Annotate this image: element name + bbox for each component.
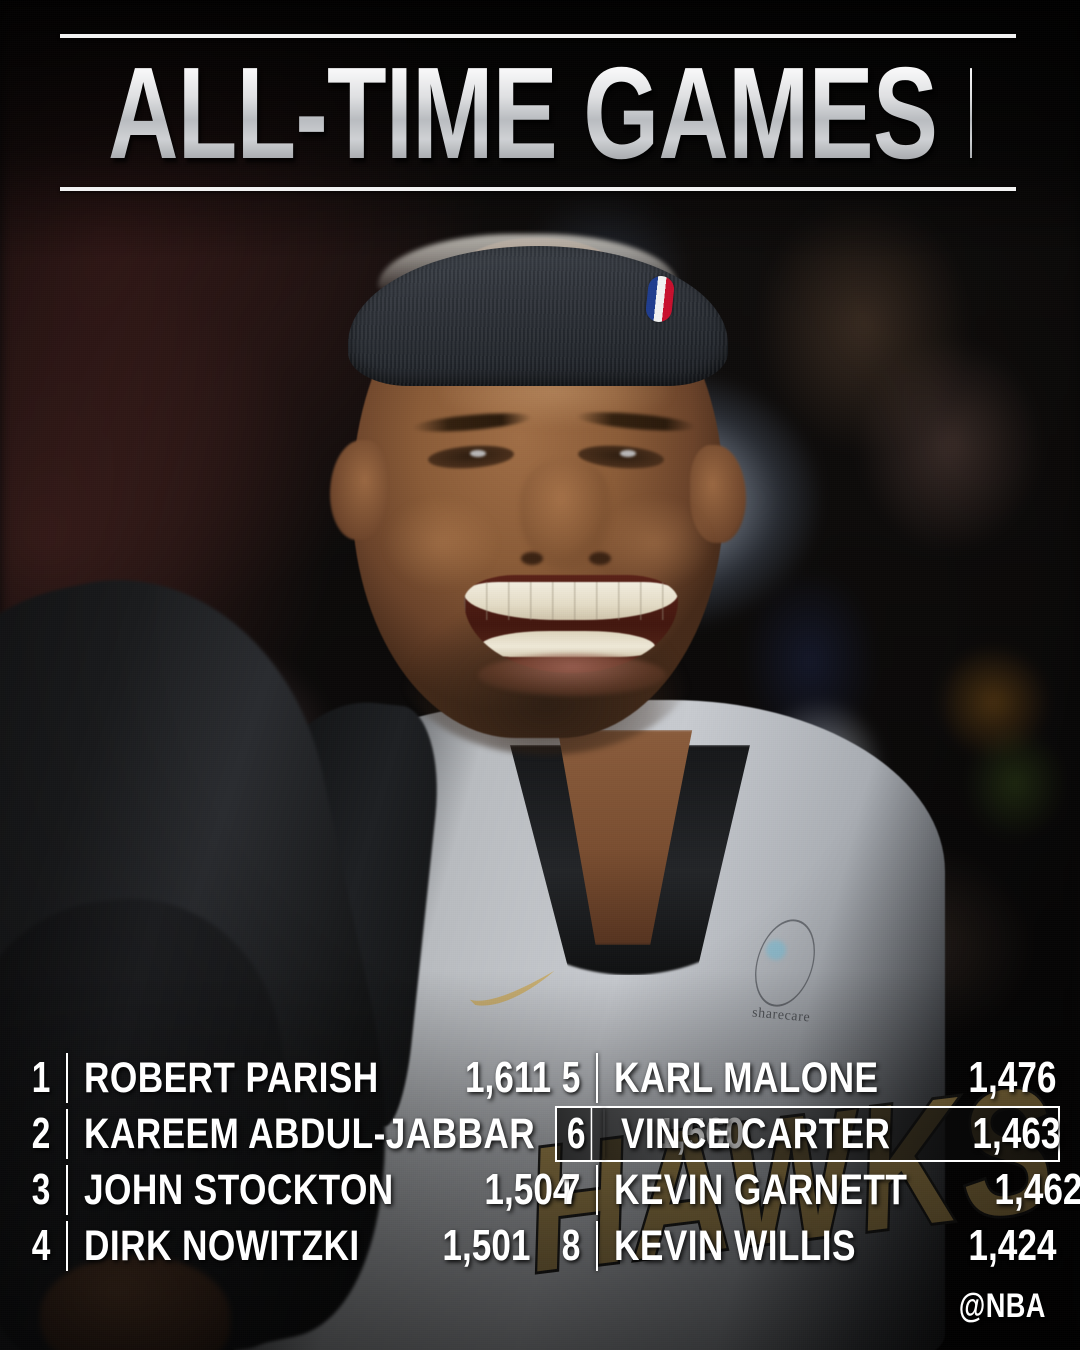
rank-number: 2: [31, 1109, 51, 1158]
row-divider: [596, 1053, 598, 1103]
table-row[interactable]: 2 KAREEM ABDUL-JABBAR 1,560: [22, 1106, 745, 1162]
table-row[interactable]: 5 KARL MALONE 1,476: [552, 1050, 1058, 1106]
games-played-value: 1,504: [484, 1165, 573, 1214]
player-name: VINCE CARTER: [621, 1109, 891, 1158]
rank-number: 3: [31, 1165, 51, 1214]
table-row[interactable]: 3 JOHN STOCKTON 1,504: [22, 1162, 572, 1218]
table-row[interactable]: 1 ROBERT PARISH 1,611: [22, 1050, 551, 1106]
player-name: ROBERT PARISH: [84, 1053, 379, 1102]
player-name: KARL MALONE: [614, 1053, 879, 1102]
rank-number: 8: [561, 1221, 581, 1270]
table-row-highlighted[interactable]: 6 VINCE CARTER 1,463: [555, 1106, 1060, 1162]
player-name: JOHN STOCKTON: [84, 1165, 394, 1214]
player-name: DIRK NOWITZKI: [84, 1221, 360, 1270]
row-divider: [66, 1165, 68, 1215]
row-divider: [66, 1221, 68, 1271]
header-rule-bottom: [60, 187, 1016, 191]
games-played-value: 1,462: [994, 1165, 1080, 1214]
row-divider: [596, 1165, 598, 1215]
row-divider: [596, 1221, 598, 1271]
rank-number: 4: [31, 1221, 51, 1270]
rank-number: 1: [31, 1053, 51, 1102]
rank-number: 7: [561, 1165, 581, 1214]
player-name: KEVIN WILLIS: [614, 1221, 856, 1270]
row-divider: [66, 1053, 68, 1103]
player-name: KAREEM ABDUL-JABBAR: [84, 1109, 536, 1158]
nba-handle-watermark: @NBA: [958, 1287, 1046, 1325]
games-played-value: 1,476: [968, 1053, 1057, 1102]
games-played-value: 1,501: [442, 1221, 531, 1270]
table-row[interactable]: 8 KEVIN WILLIS 1,424: [552, 1218, 1058, 1274]
table-row[interactable]: 4 DIRK NOWITZKI 1,501: [22, 1218, 531, 1274]
page-title: ALL-TIME GAMES PLAYED: [108, 48, 1080, 179]
stats-column-right: 5 KARL MALONE 1,476 6 VINCE CARTER 1,463…: [552, 1048, 1080, 1278]
row-divider: [66, 1109, 68, 1159]
rank-number: 6: [562, 1108, 593, 1160]
row-divider: [603, 1109, 605, 1159]
stats-column-left: 1 ROBERT PARISH 1,611 2 KAREEM ABDUL-JAB…: [22, 1048, 745, 1278]
stats-list: 1 ROBERT PARISH 1,611 2 KAREEM ABDUL-JAB…: [0, 1048, 1080, 1278]
header-rule-top: [60, 34, 1016, 38]
rank-number: 5: [561, 1053, 581, 1102]
games-played-value: 1,611: [465, 1053, 552, 1102]
player-name: KEVIN GARNETT: [614, 1165, 908, 1214]
games-played-value: 1,424: [968, 1221, 1057, 1270]
table-row[interactable]: 7 KEVIN GARNETT 1,462: [552, 1162, 1080, 1218]
games-played-value: 1,463: [971, 1109, 1061, 1158]
